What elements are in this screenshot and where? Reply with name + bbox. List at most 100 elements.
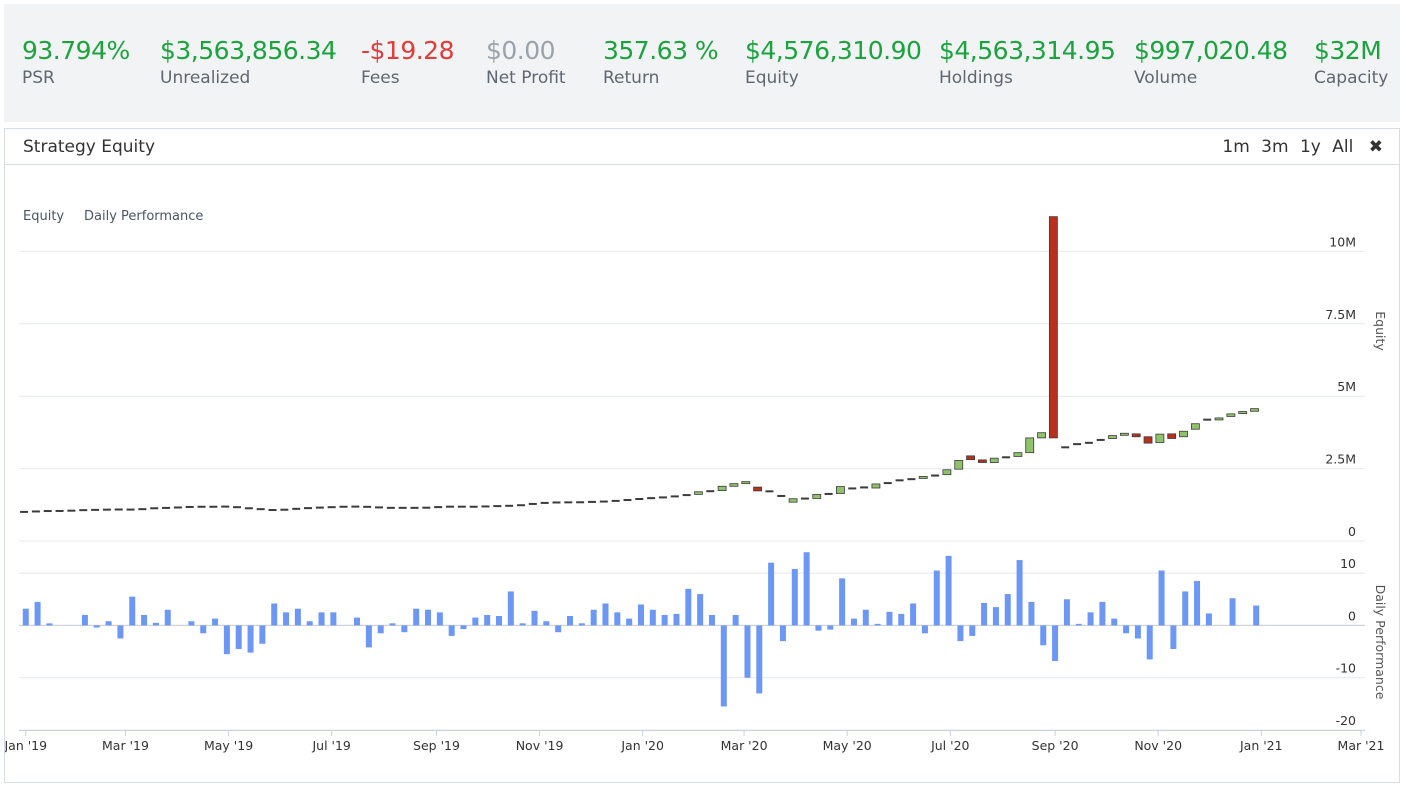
daily-performance-bar bbox=[377, 625, 384, 634]
equity-candle bbox=[375, 506, 384, 509]
equity-candle bbox=[31, 510, 40, 513]
equity-candle bbox=[552, 501, 561, 504]
daily-performance-bar bbox=[1028, 601, 1035, 626]
equity-candle bbox=[812, 493, 822, 499]
equity-candle bbox=[1155, 433, 1165, 443]
range-all-button[interactable]: All bbox=[1332, 137, 1354, 157]
equity-candle bbox=[67, 509, 76, 512]
x-tick-label: Jul '19 bbox=[311, 738, 350, 753]
equity-tick-label: 2.5M bbox=[1325, 452, 1356, 467]
performance-tick-label: 10 bbox=[1340, 556, 1356, 571]
stat-label: Volume bbox=[1134, 68, 1198, 88]
daily-performance-bar bbox=[578, 623, 585, 626]
equity-candle bbox=[55, 509, 64, 512]
stat-label: Capacity bbox=[1314, 68, 1389, 88]
performance-tick-label: -20 bbox=[1336, 713, 1356, 728]
equity-candle bbox=[304, 507, 313, 510]
stat-net-profit: $0.00 Net Profit bbox=[486, 36, 566, 89]
daily-performance-bar bbox=[1194, 580, 1201, 626]
equity-candle bbox=[1061, 446, 1070, 449]
daily-performance-bar bbox=[1052, 625, 1059, 661]
daily-performance-bar bbox=[1063, 599, 1070, 626]
equity-candle bbox=[79, 509, 88, 512]
daily-performance-bar bbox=[271, 603, 278, 626]
stat-value: $32M bbox=[1314, 36, 1382, 65]
daily-performance-bar bbox=[93, 625, 100, 628]
daily-performance-bar bbox=[1040, 625, 1047, 646]
equity-candle bbox=[363, 505, 372, 508]
daily-performance-bar bbox=[1087, 612, 1094, 626]
daily-performance-bar bbox=[1075, 623, 1082, 626]
equity-candle bbox=[1002, 456, 1011, 459]
stat-holdings: $4,563,314.95 Holdings bbox=[939, 36, 1116, 89]
daily-performance-bar bbox=[519, 623, 526, 626]
x-tick-label: Jan '21 bbox=[1239, 738, 1283, 753]
daily-performance-bar bbox=[306, 621, 313, 626]
daily-performance-bar bbox=[141, 614, 148, 626]
daily-performance-bar bbox=[685, 588, 692, 626]
daily-performance-bar bbox=[1146, 625, 1153, 660]
legend-item-daily-performance: Daily Performance bbox=[84, 209, 203, 224]
daily-performance-bar bbox=[129, 596, 136, 626]
daily-performance-bar bbox=[507, 591, 514, 626]
equity-candle bbox=[1013, 452, 1023, 457]
daily-performance-bar bbox=[448, 625, 455, 636]
equity-axis-title: Equity bbox=[1373, 311, 1388, 351]
equity-candle bbox=[883, 482, 892, 485]
daily-performance-bar bbox=[223, 625, 230, 655]
stat-label: Fees bbox=[361, 68, 400, 88]
daily-performance-bar bbox=[212, 618, 219, 626]
daily-performance-bar bbox=[850, 618, 857, 626]
equity-candle bbox=[1214, 417, 1224, 421]
daily-performance-bar bbox=[602, 603, 609, 626]
daily-performance-bar bbox=[720, 625, 727, 707]
daily-performance-bar bbox=[188, 621, 195, 626]
equity-candle bbox=[931, 474, 940, 477]
stat-value: 357.63 % bbox=[603, 36, 719, 65]
close-icon[interactable]: ✖ bbox=[1368, 137, 1383, 157]
equity-tick-label: 0 bbox=[1348, 524, 1356, 539]
equity-candle bbox=[907, 478, 916, 481]
equity-candle bbox=[138, 508, 147, 511]
equity-candle bbox=[445, 505, 454, 508]
range-1y-button[interactable]: 1y bbox=[1299, 137, 1321, 157]
daily-performance-bar bbox=[981, 602, 988, 626]
stat-psr: 93.794% PSR bbox=[22, 36, 130, 89]
equity-candle bbox=[670, 495, 679, 498]
daily-performance-bar bbox=[484, 614, 491, 626]
daily-performance-bar bbox=[1016, 560, 1023, 626]
daily-performance-bar bbox=[34, 601, 41, 626]
x-tick-label: Mar '20 bbox=[721, 738, 768, 753]
equity-candle bbox=[1179, 430, 1188, 438]
equity-candle bbox=[315, 506, 324, 509]
daily-performance-bar bbox=[626, 618, 633, 626]
equity-candle bbox=[493, 505, 502, 508]
daily-performance-bar bbox=[1229, 598, 1236, 626]
equity-candle bbox=[753, 486, 763, 492]
equity-candle bbox=[114, 508, 123, 511]
equity-candle bbox=[706, 490, 715, 493]
stat-label: Unrealized bbox=[160, 68, 251, 88]
equity-candle bbox=[611, 499, 620, 502]
daily-performance-bar bbox=[874, 623, 881, 626]
daily-performance-bar bbox=[839, 578, 846, 626]
stat-label: Holdings bbox=[939, 68, 1013, 88]
x-tick-label: Jan '19 bbox=[5, 738, 47, 753]
daily-performance-bar bbox=[744, 625, 751, 678]
range-1m-button[interactable]: 1m bbox=[1222, 137, 1250, 157]
daily-performance-bar bbox=[1158, 570, 1165, 626]
equity-candle bbox=[434, 506, 443, 509]
stats-bar: 93.794% PSR $3,563,856.34 Unrealized -$1… bbox=[4, 4, 1400, 122]
x-tick-label: Mar '19 bbox=[102, 738, 149, 753]
equity-candle bbox=[43, 510, 52, 513]
equity-candle bbox=[339, 505, 348, 508]
x-tick-label: Nov '19 bbox=[516, 738, 564, 753]
equity-candle bbox=[635, 498, 644, 501]
daily-performance-bar bbox=[933, 570, 940, 626]
equity-candle bbox=[1073, 443, 1082, 446]
daily-performance-bar bbox=[259, 625, 266, 644]
daily-performance-bar bbox=[1205, 613, 1212, 626]
x-tick-label: Sep '19 bbox=[413, 738, 460, 753]
range-3m-button[interactable]: 3m bbox=[1261, 137, 1289, 157]
equity-candle bbox=[1203, 418, 1212, 421]
